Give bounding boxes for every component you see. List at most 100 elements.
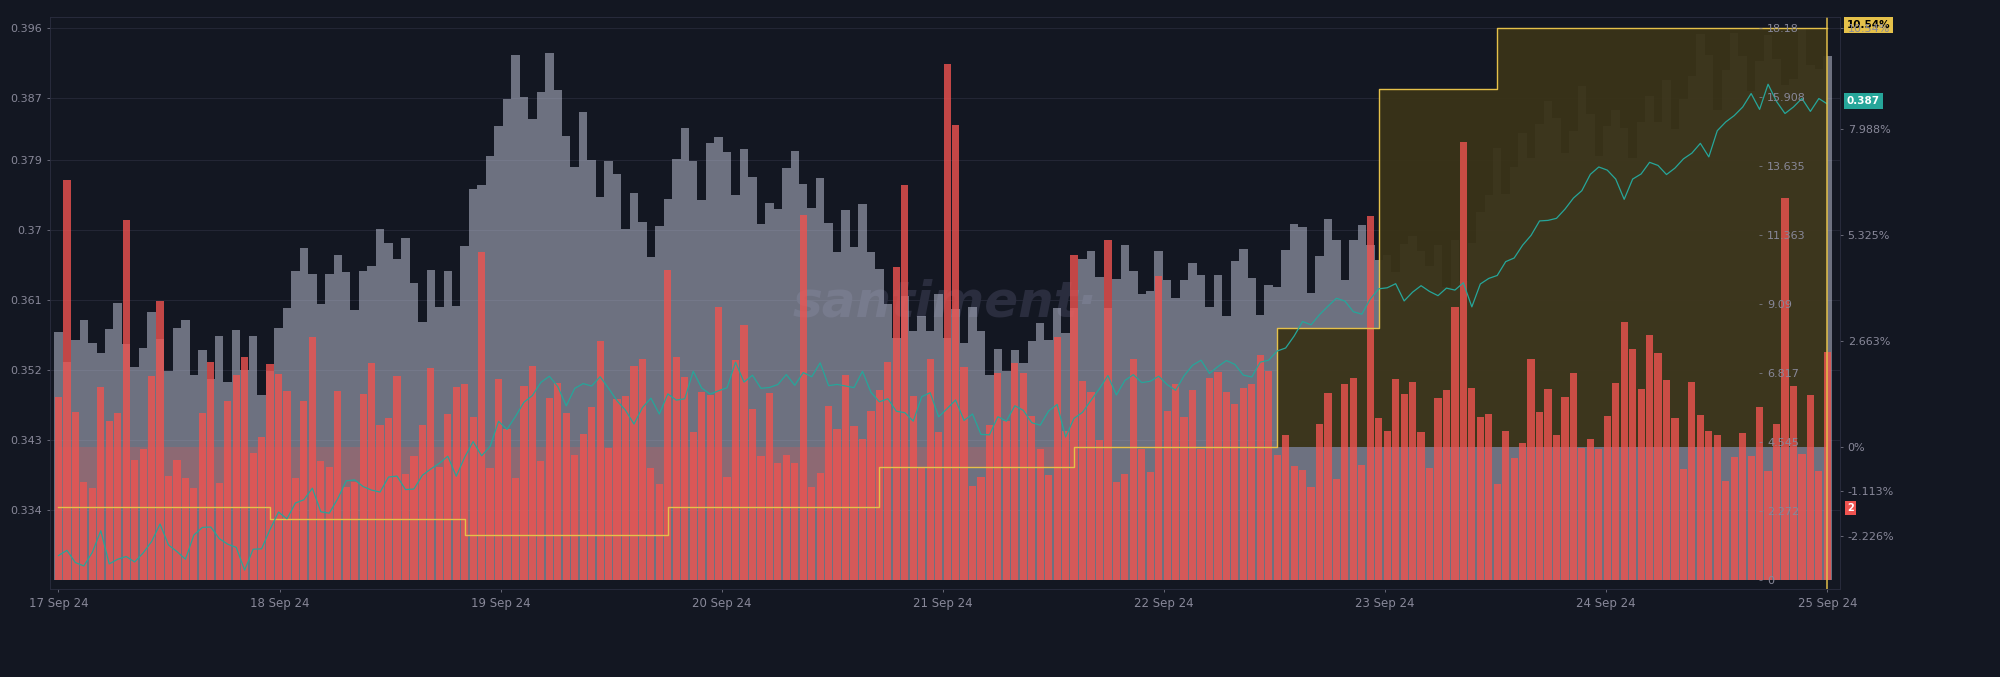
Bar xyxy=(1400,244,1408,580)
Bar xyxy=(756,223,766,580)
Bar xyxy=(842,374,850,580)
Bar xyxy=(630,193,638,580)
Bar xyxy=(1408,236,1416,580)
Bar xyxy=(1070,255,1078,580)
Bar xyxy=(266,364,274,580)
Bar xyxy=(622,229,630,580)
Bar xyxy=(858,204,866,580)
Bar xyxy=(1782,198,1788,580)
Bar xyxy=(1476,212,1484,580)
Bar xyxy=(790,151,800,580)
Bar xyxy=(952,125,960,580)
Bar xyxy=(1232,404,1238,580)
Bar xyxy=(604,161,612,580)
Bar xyxy=(672,357,680,580)
Bar xyxy=(1162,280,1172,580)
Bar xyxy=(318,461,324,580)
Bar xyxy=(1764,35,1772,580)
Bar xyxy=(578,112,588,580)
Bar xyxy=(528,118,536,580)
Bar xyxy=(1654,123,1662,580)
Bar xyxy=(1764,471,1772,580)
Bar xyxy=(748,409,756,580)
Bar xyxy=(1206,378,1214,580)
Bar xyxy=(1416,251,1426,580)
Bar xyxy=(716,307,722,580)
Bar xyxy=(1756,407,1764,580)
Bar xyxy=(410,282,418,580)
Bar xyxy=(1282,250,1290,580)
Bar xyxy=(1646,334,1654,580)
Bar xyxy=(1198,449,1204,580)
Bar xyxy=(182,320,190,580)
Bar xyxy=(834,429,840,580)
Bar xyxy=(1188,263,1196,580)
Bar xyxy=(960,367,968,580)
Bar xyxy=(1510,458,1518,580)
Bar xyxy=(968,307,976,580)
Bar xyxy=(1494,485,1500,580)
Bar xyxy=(656,484,662,580)
Bar xyxy=(1630,349,1636,580)
Bar xyxy=(1704,55,1714,580)
Bar xyxy=(418,322,426,580)
Bar xyxy=(1722,70,1730,580)
Bar xyxy=(208,362,214,580)
Bar xyxy=(1578,86,1586,580)
Bar xyxy=(910,331,918,580)
Bar xyxy=(774,209,782,580)
Bar xyxy=(1214,275,1222,580)
Bar xyxy=(1096,440,1104,580)
Bar xyxy=(1518,133,1526,580)
Bar xyxy=(816,178,824,580)
Bar xyxy=(1350,378,1356,580)
Bar xyxy=(172,328,182,580)
Bar xyxy=(1062,333,1070,580)
Bar xyxy=(1002,371,1010,580)
Bar xyxy=(1604,416,1610,580)
Bar xyxy=(826,406,832,580)
Bar xyxy=(648,468,654,580)
Bar xyxy=(376,229,384,580)
Bar xyxy=(960,343,968,580)
Bar xyxy=(698,392,706,580)
Bar xyxy=(1112,482,1120,580)
Bar xyxy=(1130,271,1138,580)
Bar xyxy=(1536,123,1544,580)
Bar xyxy=(1696,414,1704,580)
Bar xyxy=(1272,288,1282,580)
Bar xyxy=(1730,457,1738,580)
Bar xyxy=(1586,114,1594,580)
Bar xyxy=(1164,411,1170,580)
Bar xyxy=(758,456,764,580)
Bar xyxy=(1096,277,1104,580)
Bar xyxy=(1340,280,1350,580)
Bar xyxy=(1604,127,1612,580)
Bar xyxy=(1662,80,1670,580)
Bar xyxy=(198,349,206,580)
Bar xyxy=(1442,287,1450,580)
Bar xyxy=(216,483,222,580)
Bar xyxy=(1460,142,1466,580)
Bar xyxy=(1772,60,1780,580)
Bar xyxy=(1772,424,1780,580)
Bar xyxy=(1046,475,1052,580)
Bar xyxy=(284,391,290,580)
Bar xyxy=(224,382,232,580)
Bar xyxy=(538,462,544,580)
Bar xyxy=(706,144,714,580)
Bar xyxy=(470,417,476,580)
Bar xyxy=(1350,240,1358,580)
Bar xyxy=(1636,123,1646,580)
Bar xyxy=(106,421,112,580)
Bar xyxy=(1088,393,1094,580)
Bar xyxy=(1282,435,1290,580)
Bar xyxy=(1010,349,1020,580)
Bar xyxy=(96,353,106,580)
Bar xyxy=(724,477,730,580)
Bar xyxy=(1824,353,1830,580)
Bar xyxy=(706,395,714,580)
Bar xyxy=(1020,363,1028,580)
Bar xyxy=(394,376,400,580)
Bar xyxy=(1274,456,1280,580)
